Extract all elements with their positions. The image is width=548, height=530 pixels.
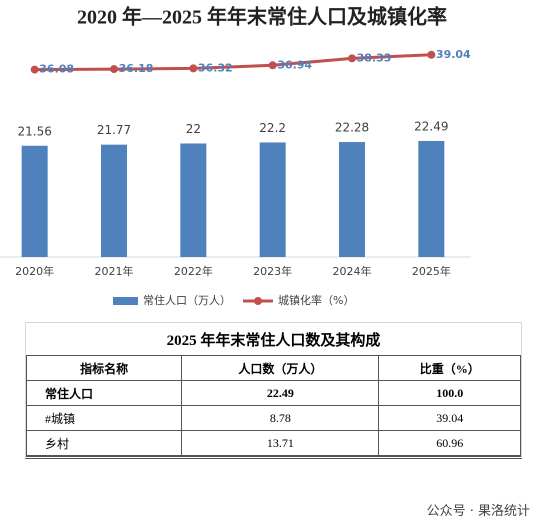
table-cell: 13.71: [181, 430, 380, 456]
line-value-label: 36.08: [39, 63, 74, 76]
bar: [418, 140, 445, 257]
line-value-label: 36.32: [198, 61, 233, 74]
bar: [339, 142, 365, 257]
bar-value-label: 21.77: [97, 123, 131, 137]
table-header: 人口数（万人）: [181, 355, 380, 381]
watermark: 公众号 · 果洛统计: [426, 504, 530, 519]
table-cell: #城镇: [25, 405, 183, 431]
table-title: 2025 年年末常住人口数及其构成: [26, 323, 521, 356]
table-row: 乡村 13.71 60.96: [25, 430, 521, 456]
bar-value-label: 22: [186, 122, 201, 136]
bar-value-label: 22.2: [259, 121, 286, 135]
line-point: [348, 54, 356, 63]
table: 2025 年年末常住人口数及其构成 指标名称 人口数（万人） 比重（%） 常住人口 2…: [25, 322, 522, 459]
line-value-label: 36.18: [119, 62, 154, 75]
line-point: [427, 50, 436, 59]
line-point: [110, 65, 118, 74]
x-tick-label: 2022年: [174, 264, 213, 278]
bar-value-label: 22.49: [414, 119, 448, 133]
x-tick-label: 2020年: [15, 264, 54, 278]
bar-value-label: 21.56: [17, 124, 51, 138]
line-point: [189, 64, 198, 73]
table-cell: 8.78: [181, 405, 380, 431]
chart: 2020 年—2025 年年末常住人口及城镇化率 2020年 2021年 2022年…: [0, 5, 471, 307]
line-value-label: 38.33: [357, 51, 392, 64]
table-cell: 100.0: [378, 380, 521, 406]
legend-swatch: [254, 297, 262, 305]
bar: [101, 144, 127, 257]
line-point: [30, 65, 39, 74]
table-cell: 乡村: [25, 430, 183, 456]
bar: [180, 143, 207, 257]
x-tick-label: 2024年: [333, 264, 372, 278]
table-header: 比重（%）: [378, 355, 521, 381]
bar: [259, 142, 286, 257]
line-point: [268, 61, 277, 70]
table-grid: 2025 年年末常住人口数及其构成 指标名称 人口数（万人） 比重（%） 常住人口 2…: [25, 323, 521, 456]
x-tick-label: 2023年: [253, 264, 292, 278]
bar: [21, 145, 48, 257]
line: [34, 53, 432, 72]
table-row: 常住人口 22.49 100.0: [25, 380, 521, 406]
table-header: 指标名称: [25, 355, 183, 381]
table-row: #城镇 8.78 39.04: [25, 405, 521, 431]
line-value-label: 36.94: [277, 58, 312, 71]
table-cell: 常住人口: [25, 380, 183, 406]
legend-label: 城镇化率（%）: [278, 293, 354, 307]
table-cell: 22.49: [181, 380, 380, 406]
chart-title: 2020 年—2025 年年末常住人口及城镇化率: [77, 5, 447, 29]
legend-label: 常住人口（万人）: [143, 293, 231, 307]
table-cell: 39.04: [378, 405, 521, 431]
table-cell: 60.96: [378, 430, 521, 456]
bar-value-label: 22.28: [335, 121, 369, 135]
x-tick-label: 2025年: [412, 264, 451, 278]
legend-swatch: [113, 297, 138, 305]
x-tick-label: 2021年: [95, 264, 134, 278]
line-value-label: 39.04: [436, 48, 471, 61]
